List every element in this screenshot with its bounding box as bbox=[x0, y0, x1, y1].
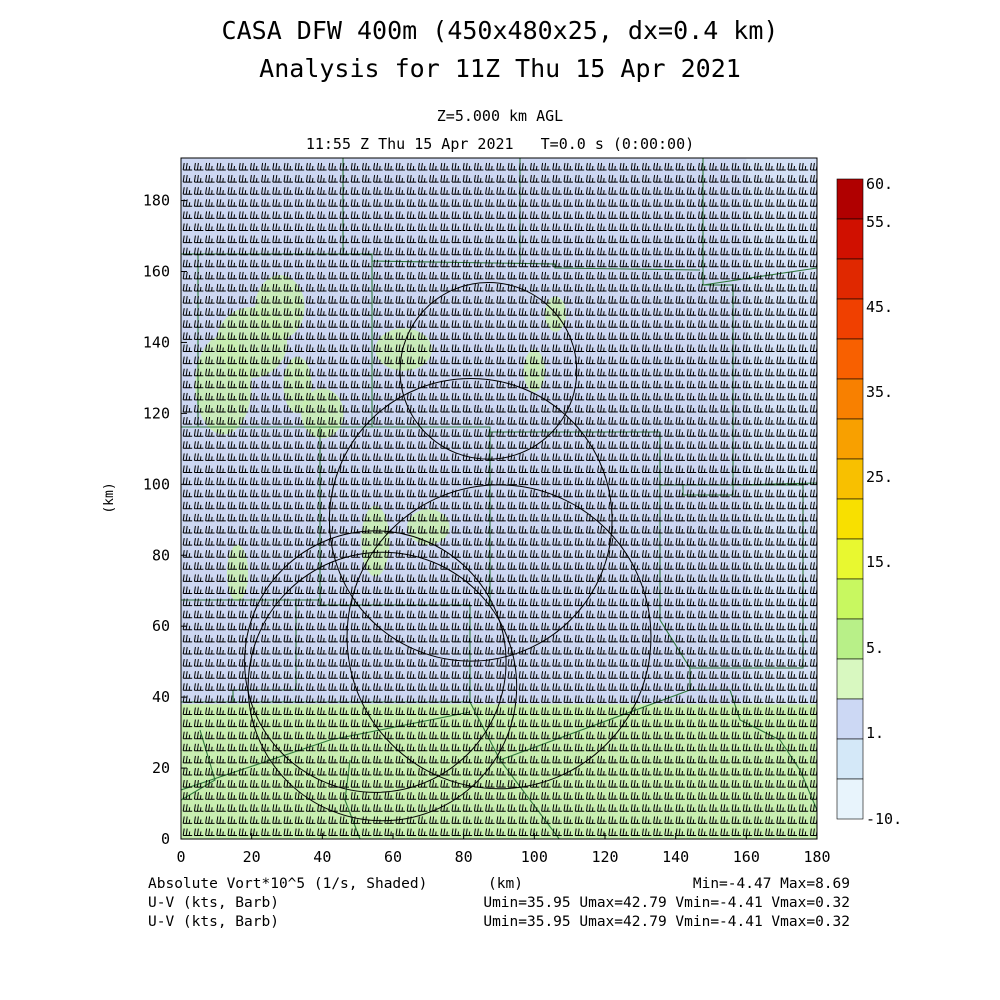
x-tick-label: 180 bbox=[803, 848, 830, 866]
colorbar-label: 25. bbox=[866, 468, 893, 486]
colorbar: 60. 55. 45. 35. 25. 15. 5. 1. -10. bbox=[836, 175, 902, 828]
x-tick-label: 80 bbox=[455, 848, 473, 866]
colorbar-swatch bbox=[836, 378, 864, 420]
shaded-patch bbox=[375, 328, 432, 371]
x-axis-label: (km) bbox=[488, 876, 523, 892]
vector-stats-1: Umin=35.95 Umax=42.79 Vmin=-4.41 Vmax=0.… bbox=[483, 895, 850, 911]
x-tick-label: 40 bbox=[313, 848, 331, 866]
shaded-patch bbox=[301, 388, 344, 439]
valid-time-label: 11:55 Z Thu 15 Apr 2021 T=0.0 s (0:00:00… bbox=[305, 135, 695, 153]
colorbar-swatch bbox=[836, 698, 864, 740]
y-tick-label: 80 bbox=[152, 546, 170, 564]
shaded-patch bbox=[407, 509, 450, 545]
wind-barb-set bbox=[181, 162, 817, 836]
y-tick-label: 40 bbox=[152, 688, 170, 706]
y-tick-label: 0 bbox=[161, 830, 170, 848]
y-axis-label: (km) bbox=[102, 482, 117, 513]
y-tick-label: 160 bbox=[143, 263, 170, 281]
range-ring bbox=[244, 530, 507, 793]
shaded-region-east bbox=[746, 158, 817, 705]
x-tick-label: 100 bbox=[521, 848, 548, 866]
vector-stats-2: Umin=35.95 Umax=42.79 Vmin=-4.41 Vmax=0.… bbox=[483, 914, 850, 930]
x-tick-label: 60 bbox=[384, 848, 402, 866]
x-tick-label: 120 bbox=[591, 848, 618, 866]
colorbar-label: 1. bbox=[866, 724, 884, 742]
y-tick-label: 180 bbox=[143, 192, 170, 210]
colorbar-swatch bbox=[836, 458, 864, 500]
colorbar-swatch bbox=[836, 658, 864, 700]
colorbar-label: 35. bbox=[866, 383, 893, 401]
colorbar-swatch bbox=[836, 498, 864, 540]
x-tick-label: 140 bbox=[662, 848, 689, 866]
y-tick-label: 60 bbox=[152, 617, 170, 635]
x-tick-label: 0 bbox=[176, 848, 185, 866]
vector-label-1: U-V (kts, Barb) bbox=[148, 895, 279, 911]
colorbar-swatch bbox=[836, 538, 864, 580]
chart-subtitle: Analysis for 11Z Thu 15 Apr 2021 bbox=[259, 54, 741, 83]
vector-label-2: U-V (kts, Barb) bbox=[148, 914, 279, 930]
colorbar-swatch bbox=[836, 418, 864, 460]
chart-title: CASA DFW 400m (450x480x25, dx=0.4 km) bbox=[221, 16, 779, 45]
x-axis: 0 20 40 60 80 100 120 140 160 180 bbox=[176, 833, 831, 866]
min-max-label: Min=-4.47 Max=8.69 bbox=[692, 876, 850, 892]
x-tick-label: 160 bbox=[733, 848, 760, 866]
colorbar-label: 15. bbox=[866, 553, 893, 571]
range-ring bbox=[247, 551, 518, 822]
colorbar-swatch bbox=[836, 178, 864, 220]
y-tick-label: 120 bbox=[143, 404, 170, 422]
colorbar-label: 55. bbox=[866, 213, 893, 231]
colorbar-swatch bbox=[836, 618, 864, 660]
level-label: Z=5.000 km AGL bbox=[436, 107, 564, 125]
colorbar-swatch bbox=[836, 298, 864, 340]
colorbar-swatch bbox=[836, 778, 864, 820]
radar-range-rings bbox=[244, 281, 652, 822]
shaded-field bbox=[181, 158, 817, 839]
plot-frame bbox=[180, 157, 818, 840]
colorbar-label: -10. bbox=[866, 810, 902, 828]
colorbar-swatch bbox=[836, 738, 864, 780]
shaded-region bbox=[181, 158, 817, 705]
shaded-field-label: Absolute Vort*10^5 (1/s, Shaded) bbox=[148, 876, 428, 892]
colorbar-swatch bbox=[836, 578, 864, 620]
y-axis: 0 20 40 60 80 100 120 140 160 180 bbox=[143, 192, 187, 848]
colorbar-label: 60. bbox=[866, 175, 893, 193]
colorbar-label: 45. bbox=[866, 298, 893, 316]
x-tick-label: 20 bbox=[243, 848, 261, 866]
colorbar-swatch bbox=[836, 218, 864, 260]
wind-barbs bbox=[181, 162, 817, 836]
colorbar-label: 5. bbox=[866, 639, 884, 657]
colorbar-swatch bbox=[836, 258, 864, 300]
colorbar-swatch bbox=[836, 338, 864, 380]
y-tick-label: 140 bbox=[143, 333, 170, 351]
y-tick-label: 20 bbox=[152, 759, 170, 777]
y-tick-label: 100 bbox=[143, 475, 170, 493]
